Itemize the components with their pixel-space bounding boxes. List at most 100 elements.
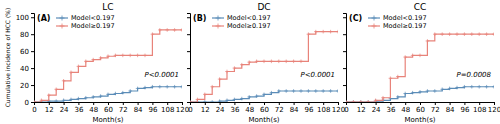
tick: 120 [488, 102, 500, 114]
legend-marker [216, 16, 221, 21]
point-marker [307, 89, 311, 93]
tick-label: 0 [32, 106, 36, 114]
tick: 84 [134, 102, 143, 114]
point-marker [99, 94, 103, 98]
tick-mark [338, 102, 339, 105]
point-marker [470, 85, 474, 89]
point-marker [158, 85, 162, 89]
point-marker [477, 85, 481, 89]
point-marker [69, 71, 73, 75]
tick [187, 85, 190, 86]
point-marker [34, 100, 36, 102]
title: LC [102, 2, 113, 12]
point-marker [485, 32, 489, 36]
tick: 48 [401, 102, 410, 114]
tick: 36 [230, 102, 239, 114]
point-marker [143, 54, 147, 58]
point-marker [190, 100, 192, 102]
tick: 72 [119, 102, 128, 114]
point-marker [190, 100, 192, 102]
tick: 36 [386, 102, 395, 114]
tick-label: 24 [372, 106, 381, 114]
point-marker [99, 56, 103, 60]
tick: 60 [260, 102, 269, 114]
tick-label: 60 [104, 106, 113, 114]
point-marker [128, 89, 132, 93]
tick: 96 [460, 102, 469, 114]
title: DC [257, 2, 270, 12]
point-marker [62, 79, 66, 83]
point-marker [411, 54, 415, 58]
legend-label: Model<0.197 [383, 14, 427, 22]
panel: 01224364860728496108120CCMonth(s)(C)P=0.… [343, 2, 500, 124]
point-marker [91, 95, 95, 99]
point-marker [233, 66, 237, 70]
point-marker [196, 98, 200, 102]
plot-area [34, 28, 182, 102]
tick-mark [167, 102, 168, 105]
legend-label: Model≥0.197 [227, 22, 271, 30]
tick-label: 48 [89, 106, 98, 114]
legend-item: Model<0.197 [368, 14, 427, 22]
panel: 01224364860728496108120DCMonth(s)(B)P<0.… [187, 2, 345, 124]
point-marker [455, 86, 459, 90]
tick [343, 85, 346, 86]
chart: 01224364860728496108120020406080100LCMon… [0, 0, 500, 124]
x-axis: 01224364860728496108120 [344, 102, 500, 114]
axis-line [187, 14, 191, 103]
x-axis-title: Month(s) [248, 116, 279, 124]
tick-mark [479, 102, 480, 105]
point-marker [121, 54, 125, 58]
tick-mark [390, 102, 391, 105]
tick: 60 [104, 102, 113, 114]
point-marker [240, 63, 244, 67]
legend-item: Model≥0.197 [56, 22, 115, 30]
tick-mark [405, 102, 406, 105]
tick-label: 72 [275, 106, 284, 114]
tick [187, 68, 190, 69]
legend: Model<0.197Model≥0.197 [368, 14, 427, 30]
point-marker [47, 93, 51, 97]
tick: 40 [20, 65, 34, 73]
point-marker [292, 89, 296, 93]
tick-mark [494, 102, 495, 105]
legend-item: Model<0.197 [212, 14, 271, 22]
tick [187, 102, 190, 103]
point-marker [477, 32, 481, 36]
tick-mark [249, 102, 250, 105]
point-marker [173, 28, 177, 32]
point-marker [84, 60, 88, 64]
tick-label: 36 [386, 106, 395, 114]
point-marker [165, 28, 169, 32]
tick: 48 [89, 102, 98, 114]
point-marker [403, 92, 407, 96]
series-line [346, 87, 494, 102]
tick-mark [279, 102, 280, 105]
point-marker [346, 100, 348, 102]
point-marker [62, 99, 66, 102]
point-marker [314, 30, 318, 34]
tick: 108 [473, 102, 486, 114]
point-marker [336, 30, 338, 34]
point-marker [277, 89, 281, 93]
annotation: P=0.0008 [456, 71, 491, 79]
legend-marker [216, 24, 221, 29]
point-marker [321, 30, 325, 34]
point-marker [321, 89, 325, 93]
tick-label: 20 [20, 82, 29, 90]
tick-label: 12 [45, 106, 54, 114]
tick-mark [234, 102, 235, 105]
tick-mark [343, 51, 346, 52]
legend-item: Model≥0.197 [212, 22, 271, 30]
point-marker [136, 54, 140, 58]
legend: Model<0.197Model≥0.197 [56, 14, 115, 30]
tick-label: 120 [332, 106, 345, 114]
point-marker [255, 94, 259, 98]
tick-label: 40 [20, 65, 29, 73]
point-marker [151, 85, 155, 89]
tick: 96 [304, 102, 313, 114]
tick-label: 120 [488, 106, 500, 114]
point-marker [292, 60, 296, 64]
tick-mark [376, 102, 377, 105]
panel-label: (C) [349, 14, 362, 23]
